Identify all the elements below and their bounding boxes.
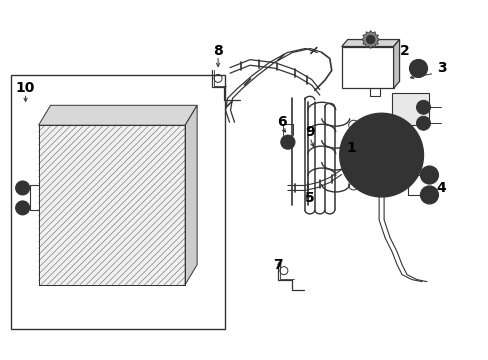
Polygon shape bbox=[393, 40, 399, 88]
Polygon shape bbox=[341, 40, 399, 46]
Circle shape bbox=[420, 186, 438, 204]
Polygon shape bbox=[341, 46, 393, 88]
Text: 7: 7 bbox=[272, 258, 282, 272]
Circle shape bbox=[366, 35, 374, 44]
Circle shape bbox=[420, 166, 438, 184]
Text: 4: 4 bbox=[436, 181, 446, 195]
Bar bbox=[11, 75, 224, 329]
Circle shape bbox=[280, 135, 294, 149]
Text: 6: 6 bbox=[277, 115, 286, 129]
Text: 2: 2 bbox=[399, 44, 408, 58]
Polygon shape bbox=[185, 105, 197, 285]
Text: 1: 1 bbox=[346, 141, 356, 155]
Circle shape bbox=[16, 181, 30, 195]
Circle shape bbox=[416, 100, 429, 114]
Text: 9: 9 bbox=[305, 125, 314, 139]
Text: 10: 10 bbox=[16, 81, 35, 95]
Circle shape bbox=[416, 116, 429, 130]
Polygon shape bbox=[39, 105, 197, 125]
Circle shape bbox=[339, 113, 423, 197]
Text: 3: 3 bbox=[436, 62, 446, 76]
Text: 8: 8 bbox=[213, 44, 223, 58]
Text: 5: 5 bbox=[305, 191, 314, 205]
Circle shape bbox=[408, 59, 427, 77]
Polygon shape bbox=[39, 125, 185, 285]
Polygon shape bbox=[361, 31, 379, 49]
Polygon shape bbox=[391, 93, 428, 125]
Circle shape bbox=[16, 201, 30, 215]
